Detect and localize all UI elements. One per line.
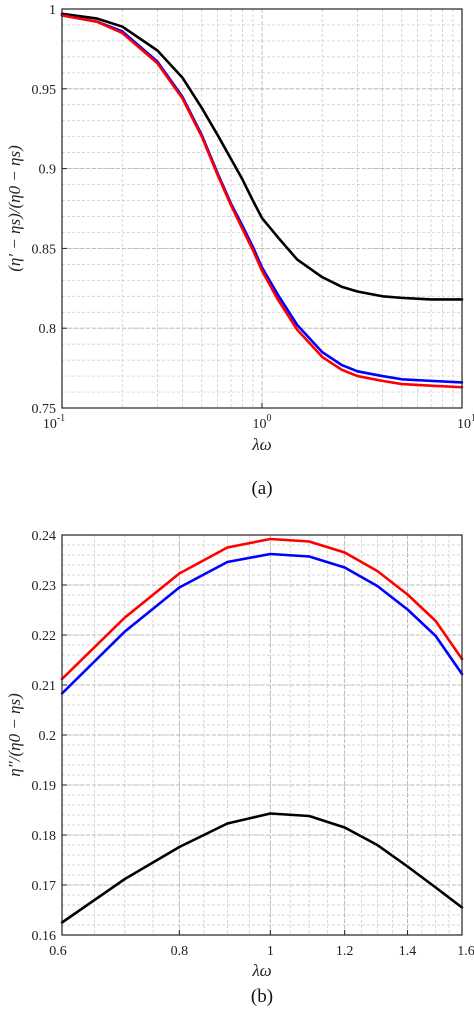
x-tick-label: 100 [253,413,272,432]
x-axis-label: λω [251,961,271,980]
y-tick-label: 0.85 [32,242,57,257]
x-tick-label: 1 [267,944,274,959]
panel-caption: (a) [251,478,272,499]
y-tick-label: 0.2 [39,729,57,744]
y-tick-label: 0.24 [32,529,57,544]
x-tick-label: 1.2 [336,944,354,959]
y-tick-label: 0.9 [39,163,57,178]
x-tick-label: 101 [457,413,474,432]
y-tick-label: 1 [49,3,56,18]
series-line-red [60,14,464,389]
x-tick-label: 1.6 [457,944,474,959]
x-tick-label: 1.4 [399,944,417,959]
y-axis-label: η″/(η0 − ηs) [5,693,24,777]
y-tick-label: 0.75 [32,402,57,417]
y-tick-label: 0.18 [32,829,57,844]
x-tick-label-base: 10 [253,417,267,432]
chart-panel-b: 0.6 0.8 1 1.2 1.4 1.6 0.16 0.17 0.18 0.19 0.2 0.21 0… [5,529,474,1007]
x-tick-label-exp: 1 [471,413,474,424]
series-line-black [60,812,464,924]
y-tick-label: 0.17 [32,879,57,894]
x-tick-label-exp: 0 [267,413,272,424]
x-axis-label: λω [251,435,271,454]
y-axis-label: (η′ − ηs)/(η0 − ηs) [5,145,24,272]
x-tick-label-base: 10 [43,417,57,432]
x-tick-label: 0.8 [171,944,189,959]
series-line-black [60,12,464,301]
x-tick-label: 10-1 [43,413,65,432]
series-line-blue [60,552,464,695]
y-tick-label: 0.23 [32,579,57,594]
y-tick-label: 0.22 [32,629,57,644]
panel-caption: (b) [251,986,273,1007]
y-tick-label: 0.21 [32,679,57,694]
y-tick-label: 0.8 [39,322,57,337]
y-tick-label: 0.16 [32,929,57,944]
x-tick-label: 0.6 [49,944,67,959]
grid [61,534,463,936]
series-line-red [60,537,464,681]
y-tick-label: 0.19 [32,779,57,794]
y-tick-label: 0.95 [32,83,57,98]
x-tick-label-exp: -1 [57,413,65,424]
x-tick-label-base: 10 [457,417,471,432]
